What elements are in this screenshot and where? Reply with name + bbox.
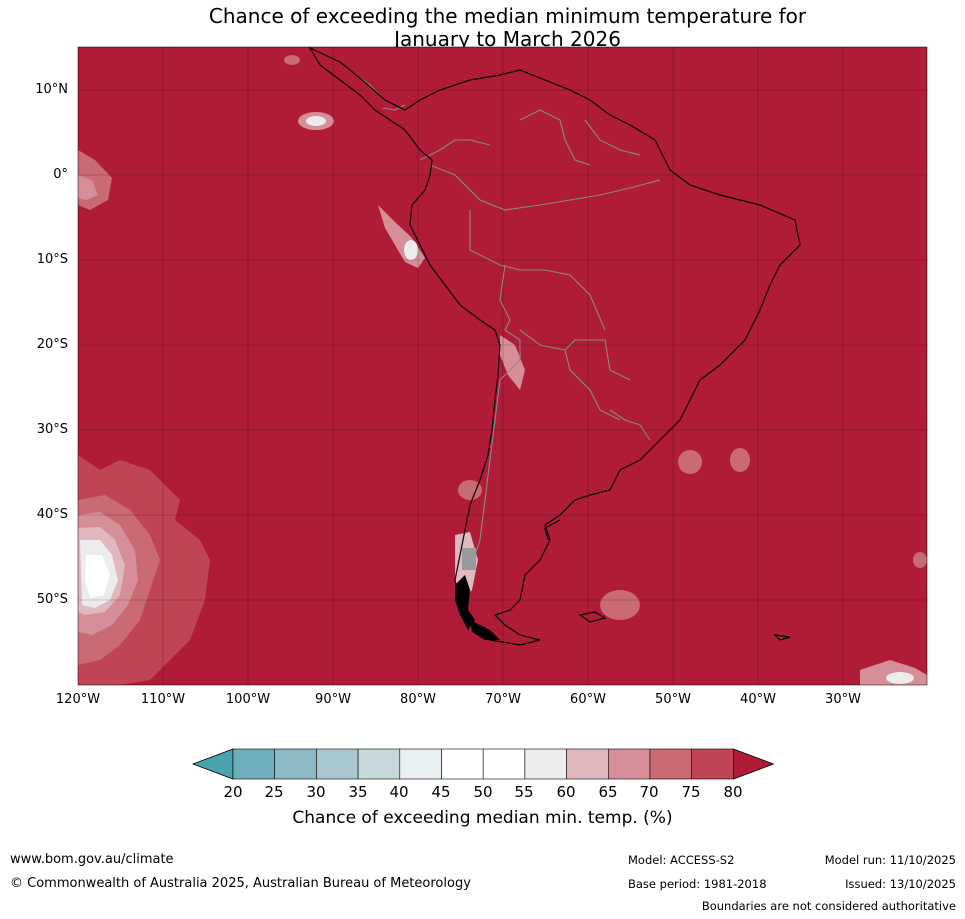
colorbar-arrow-low (191, 748, 234, 780)
website-link[interactable]: www.bom.gov.au/climate (10, 852, 174, 867)
colorbar-tick: 25 (264, 783, 284, 801)
lon-label: 120°W (55, 692, 101, 707)
colorbar-segment (566, 748, 609, 780)
colorbar-tick: 35 (348, 783, 368, 801)
colorbar-tick: 75 (681, 783, 701, 801)
lon-label: 70°W (485, 692, 521, 707)
patch-south-atlantic-1 (678, 450, 702, 474)
issued-date: Issued: 13/10/2025 (845, 877, 956, 891)
colorbar-tick: 70 (639, 783, 659, 801)
patch-south-atlantic-2 (730, 448, 750, 472)
lat-label: 50°S (36, 592, 68, 607)
colorbar-segment (274, 748, 317, 780)
patch-atacama (500, 335, 525, 390)
map-frame (78, 47, 927, 685)
model-name: Model: ACCESS-S2 (628, 853, 735, 867)
colorbar-tick: 65 (598, 783, 618, 801)
patch-chile-offshore (458, 480, 482, 500)
patch-falklands-east (600, 590, 640, 620)
colorbar-arrow-high (733, 748, 775, 780)
lon-label: 90°W (315, 692, 351, 707)
colorbar-segment (524, 748, 567, 780)
colorbar-tick: 55 (514, 783, 534, 801)
colorbar (191, 748, 775, 780)
colorbar-segment (399, 748, 442, 780)
boundaries-disclaimer: Boundaries are not considered authoritat… (701, 899, 956, 913)
colorbar-segment (232, 748, 276, 780)
copyright-text: © Commonwealth of Australia 2025, Austra… (10, 876, 471, 891)
colorbar-tick: 60 (556, 783, 576, 801)
colorbar-segment (607, 748, 651, 780)
lon-label: 30°W (825, 692, 861, 707)
chile-grey-patch (462, 548, 476, 570)
probability-patches (78, 55, 927, 685)
patch-southeast-pacific-core (85, 555, 110, 598)
lat-label: 40°S (36, 507, 68, 522)
chile-fjords (455, 575, 500, 640)
country-borders (349, 69, 661, 571)
colorbar-segment (441, 748, 484, 780)
lat-label: 0° (53, 167, 68, 182)
lat-label: 20°S (36, 337, 68, 352)
model-run-date: Model run: 11/10/2025 (824, 853, 956, 867)
patch-east-pacific-west-inner (78, 175, 98, 200)
probability-map (77, 46, 928, 686)
colorbar-tick: 40 (389, 783, 409, 801)
colorbar-segment (357, 748, 401, 780)
colorbar-tick: 50 (473, 783, 493, 801)
colorbar-segment (691, 748, 734, 780)
lon-label: 80°W (400, 692, 436, 707)
patch-gulf-1 (284, 55, 300, 65)
lon-label: 110°W (140, 692, 186, 707)
lon-label: 50°W (655, 692, 691, 707)
colorbar-segment (316, 748, 359, 780)
patch-east-edge (913, 552, 927, 568)
lat-label: 10°S (36, 252, 68, 267)
coastline (308, 46, 801, 646)
map-border (77, 46, 928, 686)
patch-peru-coast-inner (404, 240, 418, 260)
patch-southeast-corner-inner (886, 672, 914, 684)
colorbar-segment (482, 748, 526, 780)
lon-label: 100°W (225, 692, 271, 707)
colorbar-segment (649, 748, 693, 780)
lat-label: 10°N (35, 82, 68, 97)
colorbar-label: Chance of exceeding median min. temp. (%… (292, 808, 673, 828)
lon-label: 40°W (740, 692, 776, 707)
graticule (78, 47, 927, 685)
lon-label: 60°W (570, 692, 606, 707)
map-title-line-2: January to March 2026 (394, 27, 621, 51)
patch-galapagos-north-inner (306, 116, 326, 126)
map-title-line-1: Chance of exceeding the median minimum t… (208, 4, 807, 28)
lat-label: 30°S (36, 422, 68, 437)
colorbar-tick: 80 (723, 783, 743, 801)
colorbar-tick: 20 (223, 783, 243, 801)
base-period: Base period: 1981-2018 (628, 877, 767, 891)
colorbar-tick: 45 (431, 783, 451, 801)
colorbar-tick: 30 (306, 783, 326, 801)
